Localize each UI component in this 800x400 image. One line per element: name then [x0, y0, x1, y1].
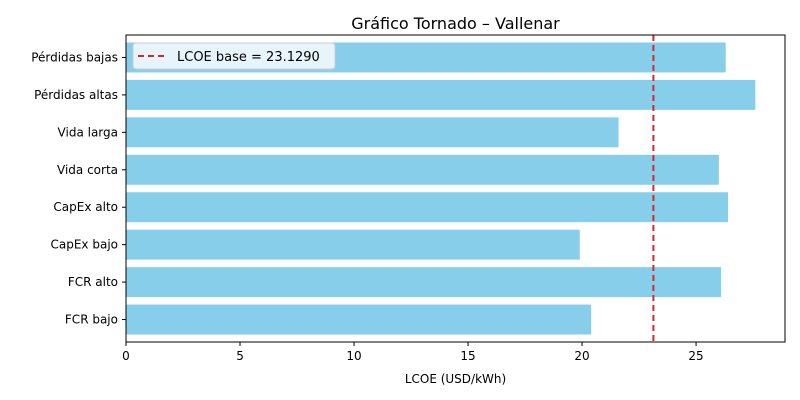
x-tick-label: 0	[122, 349, 130, 363]
y-tick-label: Pérdidas bajas	[31, 50, 118, 64]
bar	[126, 79, 756, 110]
legend-label: LCOE base = 23.1290	[177, 50, 320, 65]
bar	[126, 154, 719, 185]
y-axis: Pérdidas bajas Pérdidas altas Vida larga Vi…	[31, 50, 126, 327]
y-tick-label: Vida larga	[58, 125, 118, 139]
y-tick-label: FCR alto	[68, 275, 118, 289]
y-tick-label: Pérdidas altas	[34, 88, 118, 102]
bar	[126, 192, 728, 223]
x-tick-label: 15	[460, 349, 475, 363]
plot-frame	[125, 34, 786, 343]
legend-box	[132, 42, 336, 70]
bar	[126, 304, 592, 335]
bar	[126, 229, 580, 260]
y-tick-label: CapEx alto	[53, 200, 118, 214]
bar	[126, 117, 619, 148]
x-tick-label: 10	[346, 349, 361, 363]
y-tick-label: FCR bajo	[65, 313, 118, 327]
x-axis: 0 5 10 15 20 25	[122, 342, 704, 363]
x-tick-label: 5	[236, 349, 244, 363]
x-axis-label: LCOE (USD/kWh)	[405, 372, 506, 386]
x-tick-label: 20	[574, 349, 589, 363]
bars-group	[126, 42, 756, 335]
y-tick-label: CapEx bajo	[51, 238, 119, 252]
x-tick-label: 25	[688, 349, 703, 363]
chart-title: Gráfico Tornado – Vallenar	[351, 14, 560, 33]
legend: LCOE base = 23.1290	[132, 42, 336, 70]
bar	[126, 267, 722, 298]
y-tick-label: Vida corta	[57, 163, 118, 177]
